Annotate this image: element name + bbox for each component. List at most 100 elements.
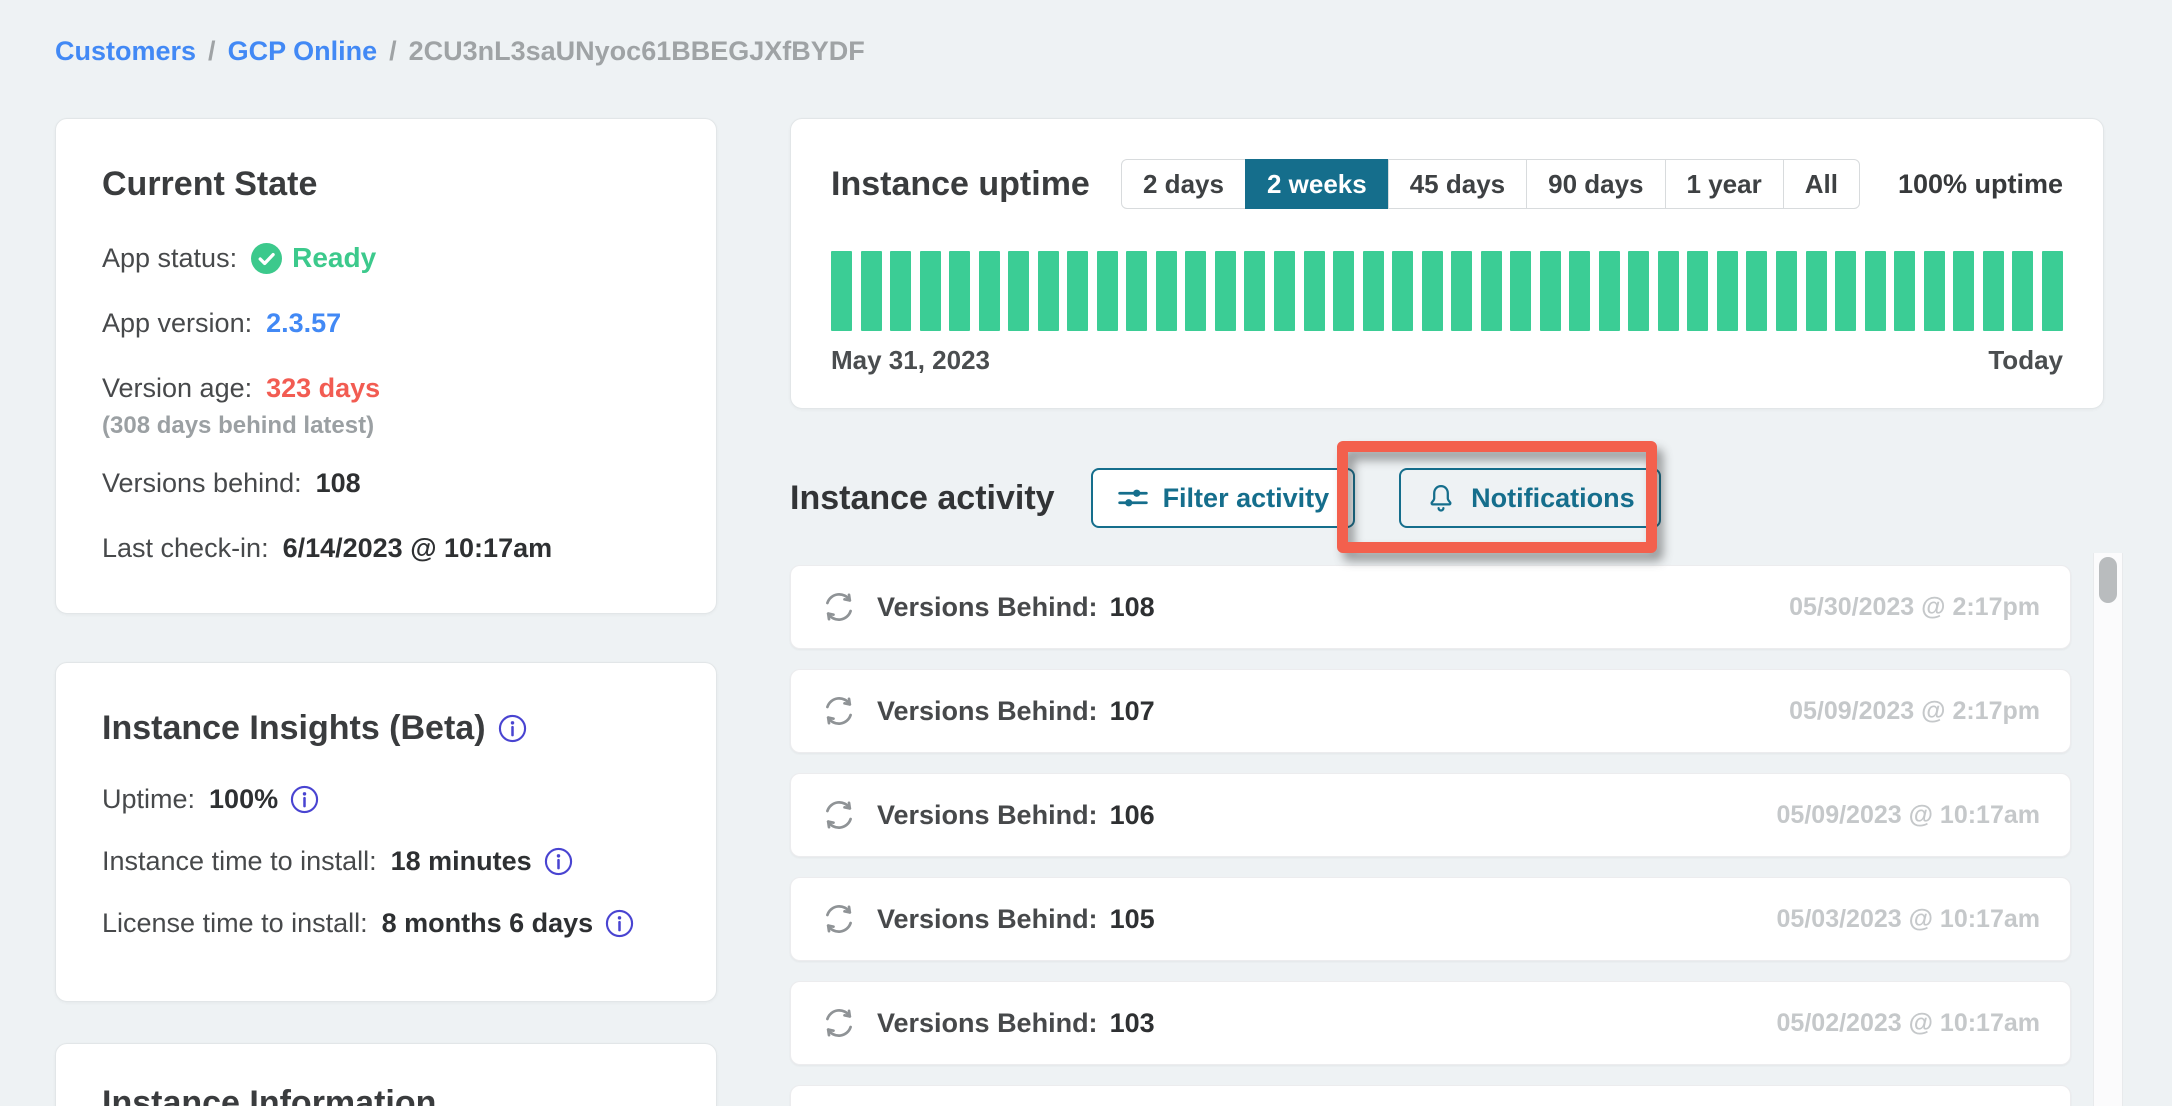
uptime-bar <box>1155 251 1177 331</box>
uptime-bar <box>1716 251 1738 331</box>
current-state-card: Current State App status: Ready App vers… <box>55 118 717 614</box>
sync-icon <box>826 1009 852 1037</box>
instance-tti-value: 18 minutes <box>390 846 532 876</box>
uptime-bar <box>1746 251 1768 331</box>
uptime-range-button[interactable]: 2 days <box>1121 159 1246 209</box>
activity-row: Versions Behind: 103 05/02/2023 @ 10:17a… <box>790 981 2071 1065</box>
uptime-bar <box>860 251 882 331</box>
uptime-bar <box>1894 251 1916 331</box>
scrollbar-thumb[interactable] <box>2099 557 2117 603</box>
uptime-bar <box>1421 251 1443 331</box>
uptime-bar <box>978 251 1000 331</box>
activity-row: Versions Behind: 106 05/09/2023 @ 10:17a… <box>790 773 2071 857</box>
uptime-bar <box>1067 251 1089 331</box>
uptime-bar <box>831 251 852 331</box>
insights-info-icon[interactable] <box>498 714 527 743</box>
uptime-bars <box>831 251 2063 331</box>
uptime-bar <box>1539 251 1561 331</box>
scrollbar-track[interactable] <box>2093 553 2123 1106</box>
status-check-icon <box>251 242 283 274</box>
uptime-bar <box>1687 251 1709 331</box>
breadcrumb-link-app[interactable]: GCP Online <box>227 36 378 66</box>
uptime-start-label: May 31, 2023 <box>831 345 991 375</box>
uptime-bar <box>1392 251 1414 331</box>
uptime-info-icon[interactable] <box>290 785 319 814</box>
activity-row-timestamp: 05/09/2023 @ 2:17pm <box>1789 696 2040 725</box>
bell-icon <box>1430 485 1452 512</box>
uptime-bar <box>2012 251 2034 331</box>
version-age-label: Version age: <box>102 373 253 403</box>
breadcrumb-link-customers[interactable]: Customers <box>55 36 197 66</box>
app-status-label: App status: <box>102 242 238 273</box>
activity-row: Versions Behind: 105 05/03/2023 @ 10:17a… <box>790 877 2071 961</box>
app-status-value: Ready <box>251 242 376 274</box>
uptime-bar <box>1923 251 1945 331</box>
version-age-subtext: (308 days behind latest) <box>102 412 375 439</box>
uptime-range-button[interactable]: All <box>1782 159 1860 209</box>
activity-row-label: Versions Behind: <box>877 1007 1098 1038</box>
instance-insights-title: Instance Insights (Beta) <box>102 709 486 747</box>
uptime-bar <box>1480 251 1502 331</box>
sync-icon <box>826 801 852 829</box>
uptime-bar <box>1805 251 1827 331</box>
uptime-bar <box>1126 251 1148 331</box>
license-tti-label: License time to install: <box>102 908 368 938</box>
instance-insights-card: Instance Insights (Beta) Uptime: 100% In… <box>55 662 717 1002</box>
activity-row-value: 108 <box>1109 591 1155 622</box>
uptime-bar <box>1953 251 1975 331</box>
uptime-bar <box>1864 251 1886 331</box>
uptime-bar <box>1244 251 1266 331</box>
uptime-bar <box>1451 251 1473 331</box>
uptime-bar <box>1657 251 1679 331</box>
version-age-row: Version age: 323 days <box>102 373 670 404</box>
last-checkin-value: 6/14/2023 @ 10:17am <box>282 533 553 563</box>
activity-row-timestamp: 05/30/2023 @ 2:17pm <box>1789 592 2040 621</box>
uptime-range-group: 2 days 2 weeks 45 days 90 days 1 year All <box>1121 159 1860 209</box>
license-tti-row: License time to install: 8 months 6 days <box>102 908 670 939</box>
uptime-range-button[interactable]: 1 year <box>1664 159 1784 209</box>
uptime-range-button[interactable]: 90 days <box>1526 159 1666 209</box>
breadcrumb: Customers / GCP Online / 2CU3nL3saUNyoc6… <box>55 36 865 67</box>
version-age-value: 323 days <box>266 373 381 403</box>
last-checkin-label: Last check-in: <box>102 533 269 563</box>
uptime-bar <box>2041 251 2063 331</box>
uptime-bar <box>1510 251 1532 331</box>
app-version-value: 2.3.57 <box>266 308 342 338</box>
uptime-bar <box>890 251 912 331</box>
uptime-end-label: Today <box>1988 345 2063 375</box>
notifications-button[interactable]: Notifications <box>1399 468 1661 528</box>
activity-row: Versions Behind: 108 05/30/2023 @ 2:17pm <box>790 565 2071 649</box>
uptime-bar <box>919 251 941 331</box>
app-version-row: App version: 2.3.57 <box>102 308 670 339</box>
activity-row-value: 107 <box>1109 695 1155 726</box>
versions-behind-label: Versions behind: <box>102 468 302 498</box>
activity-row-label: Versions Behind: <box>877 591 1098 622</box>
uptime-range-button[interactable]: 45 days <box>1387 159 1528 209</box>
license-tti-info-icon[interactable] <box>605 909 634 938</box>
activity-row-value: 105 <box>1109 903 1155 934</box>
filter-activity-label: Filter activity <box>1162 482 1330 513</box>
uptime-bar <box>1273 251 1295 331</box>
activity-row-partial <box>790 1085 2071 1106</box>
activity-row-timestamp: 05/09/2023 @ 10:17am <box>1776 800 2040 829</box>
uptime-bar <box>1303 251 1325 331</box>
activity-row-value: 106 <box>1109 799 1155 830</box>
uptime-bar <box>1835 251 1857 331</box>
instance-tti-label: Instance time to install: <box>102 846 377 876</box>
activity-row-label: Versions Behind: <box>877 695 1098 726</box>
app-version-label: App version: <box>102 308 253 338</box>
uptime-bar <box>1037 251 1059 331</box>
activity-header: Instance activity Filter activity Notifi… <box>790 468 2104 528</box>
uptime-bar <box>1569 251 1591 331</box>
uptime-range-button[interactable]: 2 weeks <box>1244 159 1389 209</box>
uptime-bar <box>1598 251 1620 331</box>
uptime-bar <box>949 251 971 331</box>
uptime-bar <box>1008 251 1030 331</box>
instance-tti-info-icon[interactable] <box>544 847 573 876</box>
versions-behind-value: 108 <box>315 468 361 498</box>
filter-activity-button[interactable]: Filter activity <box>1090 468 1356 528</box>
uptime-summary: 100% uptime <box>1897 168 2063 199</box>
current-state-title: Current State <box>102 165 318 203</box>
activity-row-label: Versions Behind: <box>877 903 1098 934</box>
sync-icon <box>826 905 852 933</box>
